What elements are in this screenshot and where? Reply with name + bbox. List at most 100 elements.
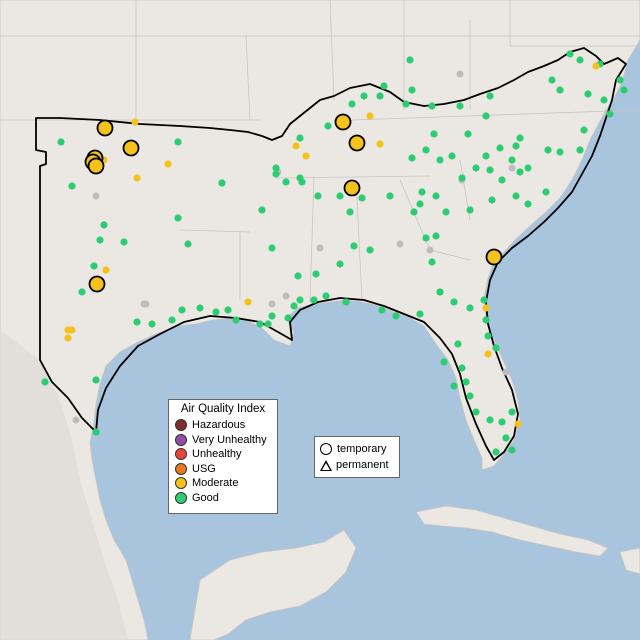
station-marker-good[interactable] bbox=[358, 194, 366, 202]
station-marker-good[interactable] bbox=[450, 382, 458, 390]
station-marker-good[interactable] bbox=[466, 392, 474, 400]
station-marker-good[interactable] bbox=[448, 152, 456, 160]
station-marker-good[interactable] bbox=[296, 134, 304, 142]
station-marker-good[interactable] bbox=[442, 208, 450, 216]
station-marker-good[interactable] bbox=[432, 192, 440, 200]
station-marker-moderate[interactable] bbox=[292, 142, 300, 150]
station-marker-good[interactable] bbox=[496, 144, 504, 152]
station-marker-no-data[interactable] bbox=[72, 416, 80, 424]
station-marker-good[interactable] bbox=[268, 312, 276, 320]
station-marker-good[interactable] bbox=[482, 316, 490, 324]
station-marker-no-data[interactable] bbox=[282, 292, 290, 300]
station-marker-good[interactable] bbox=[524, 164, 532, 172]
station-marker-good[interactable] bbox=[428, 258, 436, 266]
station-marker-good[interactable] bbox=[212, 308, 220, 316]
station-marker-good[interactable] bbox=[380, 82, 388, 90]
station-marker-good[interactable] bbox=[224, 306, 232, 314]
station-marker-good[interactable] bbox=[508, 408, 516, 416]
station-marker-good[interactable] bbox=[458, 174, 466, 182]
station-marker-good[interactable] bbox=[422, 234, 430, 242]
station-marker-good[interactable] bbox=[556, 148, 564, 156]
station-marker-good[interactable] bbox=[600, 96, 608, 104]
station-marker-good[interactable] bbox=[408, 154, 416, 162]
station-marker-good[interactable] bbox=[584, 90, 592, 98]
station-marker-good[interactable] bbox=[348, 100, 356, 108]
station-marker-good[interactable] bbox=[436, 156, 444, 164]
station-marker-good[interactable] bbox=[296, 296, 304, 304]
station-marker-good[interactable] bbox=[90, 262, 98, 270]
station-marker-moderate[interactable] bbox=[64, 334, 72, 342]
station-marker-moderate-large[interactable] bbox=[96, 119, 114, 137]
station-marker-good[interactable] bbox=[386, 192, 394, 200]
station-marker-good[interactable] bbox=[492, 448, 500, 456]
station-marker-good[interactable] bbox=[96, 236, 104, 244]
station-marker-good[interactable] bbox=[290, 302, 298, 310]
station-marker-moderate[interactable] bbox=[592, 62, 600, 70]
station-marker-good[interactable] bbox=[298, 178, 306, 186]
station-marker-good[interactable] bbox=[440, 358, 448, 366]
station-marker-good[interactable] bbox=[524, 200, 532, 208]
station-marker-good[interactable] bbox=[342, 298, 350, 306]
station-marker-good[interactable] bbox=[410, 208, 418, 216]
station-marker-good[interactable] bbox=[432, 232, 440, 240]
station-marker-good[interactable] bbox=[472, 408, 480, 416]
station-marker-good[interactable] bbox=[458, 364, 466, 372]
station-marker-moderate-large[interactable] bbox=[88, 275, 106, 293]
station-marker-good[interactable] bbox=[486, 416, 494, 424]
station-marker-moderate[interactable] bbox=[133, 174, 141, 182]
station-marker-moderate-large[interactable] bbox=[343, 179, 361, 197]
station-marker-no-data[interactable] bbox=[456, 70, 464, 78]
station-marker-good[interactable] bbox=[196, 304, 204, 312]
station-marker-good[interactable] bbox=[174, 138, 182, 146]
station-marker-no-data[interactable] bbox=[268, 300, 276, 308]
station-marker-good[interactable] bbox=[284, 314, 292, 322]
station-marker-good[interactable] bbox=[482, 152, 490, 160]
station-marker-no-data[interactable] bbox=[508, 164, 516, 172]
station-marker-moderate-large[interactable] bbox=[87, 157, 105, 175]
station-marker-good[interactable] bbox=[542, 188, 550, 196]
station-marker-good[interactable] bbox=[408, 86, 416, 94]
station-marker-good[interactable] bbox=[120, 238, 128, 246]
station-marker-good[interactable] bbox=[566, 50, 574, 58]
station-marker-good[interactable] bbox=[606, 110, 614, 118]
station-marker-good[interactable] bbox=[57, 138, 65, 146]
station-marker-moderate[interactable] bbox=[302, 152, 310, 160]
station-marker-good[interactable] bbox=[418, 188, 426, 196]
station-marker-good[interactable] bbox=[466, 304, 474, 312]
station-marker-moderate[interactable] bbox=[366, 112, 374, 120]
station-marker-good[interactable] bbox=[376, 92, 384, 100]
station-marker-good[interactable] bbox=[516, 134, 524, 142]
station-marker-good[interactable] bbox=[502, 434, 510, 442]
station-marker-good[interactable] bbox=[492, 344, 500, 352]
station-marker-good[interactable] bbox=[486, 166, 494, 174]
station-marker-no-data[interactable] bbox=[92, 192, 100, 200]
station-marker-good[interactable] bbox=[416, 310, 424, 318]
station-marker-good[interactable] bbox=[258, 206, 266, 214]
station-marker-good[interactable] bbox=[178, 306, 186, 314]
station-marker-good[interactable] bbox=[314, 192, 322, 200]
station-marker-good[interactable] bbox=[508, 156, 516, 164]
station-marker-good[interactable] bbox=[466, 206, 474, 214]
station-marker-moderate[interactable] bbox=[514, 420, 522, 428]
station-marker-no-data[interactable] bbox=[502, 368, 510, 376]
station-marker-good[interactable] bbox=[464, 130, 472, 138]
station-marker-good[interactable] bbox=[436, 288, 444, 296]
station-marker-good[interactable] bbox=[336, 260, 344, 268]
station-marker-good[interactable] bbox=[68, 182, 76, 190]
station-marker-good[interactable] bbox=[544, 146, 552, 154]
station-marker-good[interactable] bbox=[576, 56, 584, 64]
station-marker-good[interactable] bbox=[516, 168, 524, 176]
station-marker-good[interactable] bbox=[488, 196, 496, 204]
station-marker-no-data[interactable] bbox=[396, 240, 404, 248]
station-marker-good[interactable] bbox=[350, 242, 358, 250]
station-marker-good[interactable] bbox=[322, 292, 330, 300]
station-marker-good[interactable] bbox=[416, 200, 424, 208]
station-marker-good[interactable] bbox=[512, 192, 520, 200]
station-marker-good[interactable] bbox=[336, 192, 344, 200]
station-marker-good[interactable] bbox=[392, 312, 400, 320]
station-marker-good[interactable] bbox=[41, 378, 49, 386]
station-marker-no-data[interactable] bbox=[142, 300, 150, 308]
station-marker-good[interactable] bbox=[576, 146, 584, 154]
station-marker-good[interactable] bbox=[324, 122, 332, 130]
